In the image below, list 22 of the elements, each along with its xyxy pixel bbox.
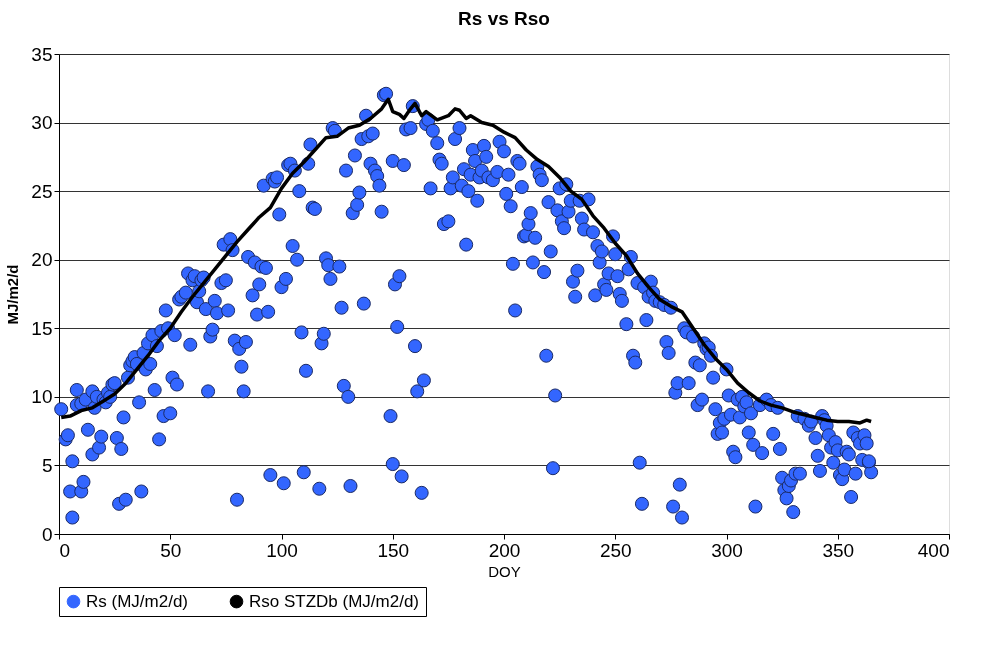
legend-label: Rs (MJ/m2/d) [86,591,188,611]
y-tick-label: 10 [31,386,53,408]
x-tick-label: 250 [599,539,632,561]
chart-title: Rs vs Rso [458,8,550,29]
x-tick-label: 100 [266,539,298,561]
y-tick-label: 35 [31,43,53,65]
y-tick-label: 30 [31,112,53,134]
y-tick-label: 0 [41,523,53,545]
x-tick-label: 0 [59,539,71,561]
y-tick-label: 20 [31,249,53,271]
x-tick-label: 350 [822,539,855,561]
x-tick-label: 300 [711,539,743,561]
x-tick-label: 400 [917,539,950,561]
x-axis-title: DOY [488,562,521,580]
legend-label: Rso STZDb (MJ/m2/d) [249,591,420,611]
y-axis-title: MJ/m2/d [4,264,22,325]
y-tick-label: 5 [41,454,53,476]
x-tick-label: 50 [160,539,182,561]
y-tick-label: 15 [31,317,53,339]
x-tick-label: 150 [377,539,410,561]
y-tick-label: 25 [31,180,53,202]
x-tick-label: 200 [488,539,521,561]
